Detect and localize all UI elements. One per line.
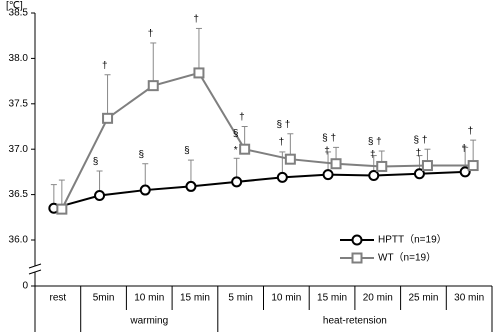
marker: [193, 67, 205, 79]
y-tick-label: 37.0: [9, 144, 29, 155]
y-axis-label: [℃]: [6, 1, 23, 12]
x-tick-label: 30 min: [454, 293, 484, 304]
significance-mark: §: [93, 157, 99, 168]
marker: [459, 166, 471, 178]
significance-mark: §: [184, 146, 190, 157]
series-line: [53, 170, 466, 210]
marker: [467, 160, 479, 172]
y-tick-label: 36.0: [9, 235, 29, 246]
marker: [185, 180, 197, 192]
x-group-label: heat-retension: [323, 316, 387, 327]
x-tick-label: 15 min: [180, 293, 210, 304]
y-tick-label: 38.0: [9, 53, 29, 64]
significance-mark: †: [416, 148, 422, 159]
significance-mark: §: [233, 128, 239, 139]
significance-mark: †: [279, 137, 285, 148]
series-line: [60, 71, 474, 210]
marker: [94, 190, 106, 202]
y-tick-label: 0: [22, 281, 28, 292]
x-tick-label: rest: [50, 293, 67, 304]
marker: [413, 168, 425, 180]
significance-mark: § †: [414, 135, 428, 146]
y-tick-label: 36.5: [9, 189, 29, 200]
significance-mark: †: [324, 146, 330, 157]
significance-mark: †: [193, 14, 199, 25]
axis-break: [28, 263, 42, 275]
x-tick-label: 5 min: [228, 293, 252, 304]
marker: [368, 170, 380, 182]
marker: [56, 203, 68, 215]
marker: [139, 184, 151, 196]
significance-mark: †: [461, 143, 467, 154]
significance-mark: †: [370, 149, 376, 160]
y-tick-label: 37.5: [9, 98, 29, 109]
significance-mark: *: [234, 145, 238, 156]
significance-mark: §: [138, 149, 144, 160]
significance-mark: § †: [276, 119, 290, 130]
marker: [376, 160, 388, 172]
marker: [330, 158, 342, 170]
marker: [147, 80, 159, 92]
significance-mark: †: [148, 29, 154, 40]
x-group-label: warming: [129, 316, 168, 327]
y-tick-label: 38.5: [9, 8, 29, 19]
x-tick-label: 15 min: [317, 293, 347, 304]
marker: [102, 112, 114, 124]
marker: [239, 143, 251, 155]
x-tick-label: 25 min: [408, 293, 438, 304]
x-tick-label: 20 min: [363, 293, 393, 304]
x-tick-label: 10 min: [271, 293, 301, 304]
legend-label: HPTT（n=19）: [378, 234, 447, 246]
legend-marker: [351, 252, 363, 264]
x-tick-label: 10 min: [134, 293, 164, 304]
significance-mark: †: [102, 60, 108, 71]
marker: [231, 176, 243, 188]
significance-mark: †: [468, 126, 474, 137]
x-tick-label: 5min: [93, 293, 115, 304]
significance-mark: § †: [322, 133, 336, 144]
legend-marker: [351, 234, 363, 246]
marker: [276, 171, 288, 183]
significance-mark: § †: [368, 137, 382, 148]
marker: [322, 169, 334, 181]
legend-label: WT（n=19）: [378, 252, 436, 264]
significance-mark: †: [239, 112, 245, 123]
marker: [421, 160, 433, 172]
marker: [284, 153, 296, 165]
